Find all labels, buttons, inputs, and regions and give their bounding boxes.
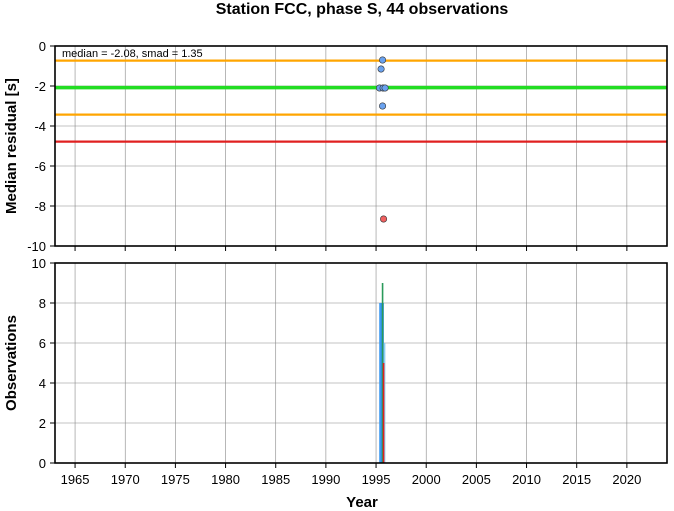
x-tick-label: 1995 [362,472,391,487]
data-point [380,215,388,223]
histogram-bar [383,343,386,463]
bottom-panel-frame [54,262,668,464]
x-tick-label: 2005 [462,472,491,487]
x-axis-label: Year [346,494,378,511]
x-tick-label: 1970 [111,472,140,487]
y-tick-label: -10 [27,239,46,254]
x-tick-label: 1980 [211,472,240,487]
y-tick-label: 8 [39,296,46,311]
top-panel-y-axis-label: Median residual [s] [3,78,20,214]
data-point [379,102,387,110]
histogram-bar [381,283,384,463]
x-tick-label: 2020 [612,472,641,487]
y-tick-label: -4 [34,119,46,134]
histogram-bar [379,303,381,463]
y-tick-label: 0 [39,39,46,54]
data-point [381,84,389,92]
y-tick-label: -6 [34,159,46,174]
y-tick-label: -2 [34,79,46,94]
histogram-bar [382,363,385,463]
x-tick-label: 1975 [161,472,190,487]
top-panel-frame [54,45,668,247]
histogram-bar [380,303,383,463]
y-tick-label: 2 [39,416,46,431]
x-tick-label: 1990 [311,472,340,487]
stats-annotation: median = -2.08, smad = 1.35 [62,48,203,60]
x-tick-label: 2015 [562,472,591,487]
top-panel: 0 -2 -4 -6 -8 -10 median = -2.08, smad = 1.35 [27,39,668,254]
y-tick-label: -8 [34,199,46,214]
x-tick-label: 2000 [412,472,441,487]
bottom-panel-y-axis-label: Observations [3,315,20,411]
chart-title: Station FCC, phase S, 44 observations [216,1,509,18]
x-tick-label: 1965 [61,472,90,487]
y-tick-label: 0 [39,456,46,471]
x-tick-label: 2010 [512,472,541,487]
data-point [377,65,385,73]
bottom-panel: 0 2 4 6 8 10 1965 1970 1975 1980 1985 1990 1995 2000 2… [32,256,668,487]
x-tick-label: 1985 [261,472,290,487]
y-tick-label: 10 [32,256,46,271]
data-point [379,56,387,64]
y-tick-label: 4 [39,376,46,391]
y-tick-label: 6 [39,336,46,351]
